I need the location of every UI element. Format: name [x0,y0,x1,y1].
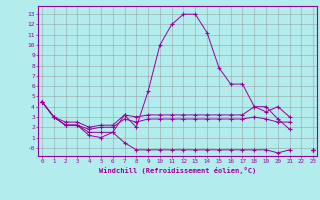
X-axis label: Windchill (Refroidissement éolien,°C): Windchill (Refroidissement éolien,°C) [99,167,256,174]
